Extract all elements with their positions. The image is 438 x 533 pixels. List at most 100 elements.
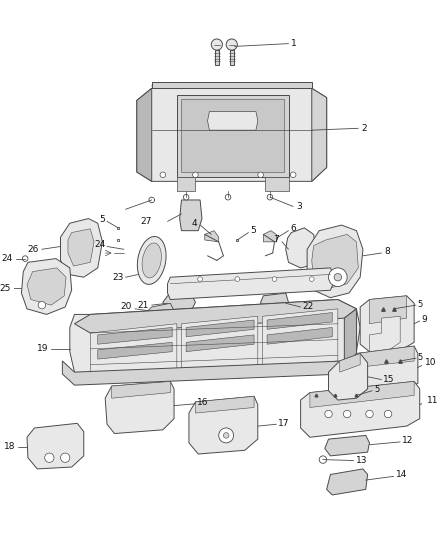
Polygon shape — [370, 316, 400, 352]
Text: 4: 4 — [192, 219, 197, 228]
Circle shape — [149, 197, 155, 203]
Text: 10: 10 — [425, 358, 437, 367]
Circle shape — [343, 410, 351, 418]
Polygon shape — [90, 324, 177, 382]
Polygon shape — [263, 231, 276, 242]
Text: 18: 18 — [4, 442, 16, 451]
Polygon shape — [152, 82, 312, 88]
Polygon shape — [300, 382, 420, 437]
Polygon shape — [137, 88, 152, 181]
Polygon shape — [177, 95, 289, 177]
Circle shape — [267, 195, 273, 200]
Text: 9: 9 — [422, 314, 427, 324]
Polygon shape — [325, 435, 370, 456]
Circle shape — [310, 277, 314, 281]
Text: 13: 13 — [356, 456, 367, 465]
Circle shape — [193, 172, 198, 177]
Text: 5: 5 — [374, 385, 379, 394]
Circle shape — [334, 273, 342, 281]
Polygon shape — [180, 200, 202, 231]
Text: 25: 25 — [0, 284, 11, 293]
Text: 22: 22 — [303, 303, 314, 311]
Polygon shape — [310, 382, 414, 408]
Circle shape — [272, 277, 277, 281]
Polygon shape — [286, 228, 316, 268]
Polygon shape — [267, 312, 332, 329]
Polygon shape — [267, 327, 332, 344]
Circle shape — [160, 172, 166, 177]
Circle shape — [235, 277, 240, 281]
Polygon shape — [181, 316, 258, 370]
Polygon shape — [27, 423, 84, 469]
Polygon shape — [312, 235, 358, 288]
Text: 5: 5 — [418, 300, 423, 309]
Polygon shape — [360, 296, 414, 352]
Text: 14: 14 — [396, 470, 407, 479]
Polygon shape — [186, 320, 254, 337]
Text: 27: 27 — [140, 217, 152, 226]
Text: 1: 1 — [291, 39, 297, 48]
Circle shape — [319, 456, 327, 463]
Polygon shape — [163, 293, 195, 312]
Text: 21: 21 — [138, 301, 149, 310]
Circle shape — [38, 301, 46, 309]
Text: 19: 19 — [37, 344, 49, 353]
Polygon shape — [344, 309, 357, 374]
Polygon shape — [98, 327, 172, 344]
Polygon shape — [27, 268, 66, 305]
Polygon shape — [98, 342, 172, 359]
Circle shape — [225, 195, 231, 200]
Ellipse shape — [138, 237, 166, 285]
Text: 6: 6 — [290, 224, 296, 233]
Circle shape — [22, 256, 28, 261]
Polygon shape — [370, 296, 407, 324]
Polygon shape — [307, 225, 363, 297]
Text: 5: 5 — [251, 226, 256, 235]
Polygon shape — [230, 50, 233, 65]
Polygon shape — [112, 382, 170, 398]
Polygon shape — [215, 50, 219, 65]
Polygon shape — [208, 111, 258, 130]
Text: 16: 16 — [197, 398, 209, 407]
Polygon shape — [181, 100, 284, 172]
Text: 3: 3 — [296, 202, 302, 211]
Polygon shape — [21, 259, 72, 314]
Polygon shape — [167, 268, 333, 300]
Polygon shape — [62, 352, 357, 385]
Text: 26: 26 — [28, 245, 39, 254]
Polygon shape — [68, 229, 94, 266]
Text: 5: 5 — [418, 353, 423, 362]
Polygon shape — [74, 300, 357, 333]
Text: 20: 20 — [121, 303, 132, 311]
Text: 7: 7 — [273, 236, 279, 245]
Polygon shape — [105, 382, 174, 433]
Polygon shape — [357, 346, 414, 367]
Text: 24: 24 — [94, 240, 105, 249]
Text: 15: 15 — [383, 375, 395, 384]
Text: 11: 11 — [427, 395, 438, 405]
Polygon shape — [189, 397, 258, 454]
Polygon shape — [60, 219, 102, 277]
Polygon shape — [262, 309, 338, 367]
Text: 17: 17 — [278, 419, 290, 428]
Text: 23: 23 — [113, 273, 124, 282]
Circle shape — [385, 410, 392, 418]
Text: 2: 2 — [361, 124, 367, 133]
Circle shape — [60, 453, 70, 463]
Polygon shape — [70, 300, 360, 382]
Polygon shape — [349, 346, 418, 393]
Polygon shape — [312, 88, 327, 181]
Text: 5: 5 — [99, 215, 105, 224]
Text: 12: 12 — [402, 435, 413, 445]
Ellipse shape — [142, 243, 161, 278]
Polygon shape — [195, 397, 254, 413]
Circle shape — [290, 172, 296, 177]
Circle shape — [366, 410, 373, 418]
Circle shape — [219, 428, 233, 443]
Polygon shape — [137, 88, 327, 181]
Polygon shape — [265, 177, 289, 191]
Circle shape — [184, 195, 189, 200]
Text: 24: 24 — [2, 254, 13, 263]
Polygon shape — [327, 469, 367, 495]
Circle shape — [226, 39, 237, 50]
